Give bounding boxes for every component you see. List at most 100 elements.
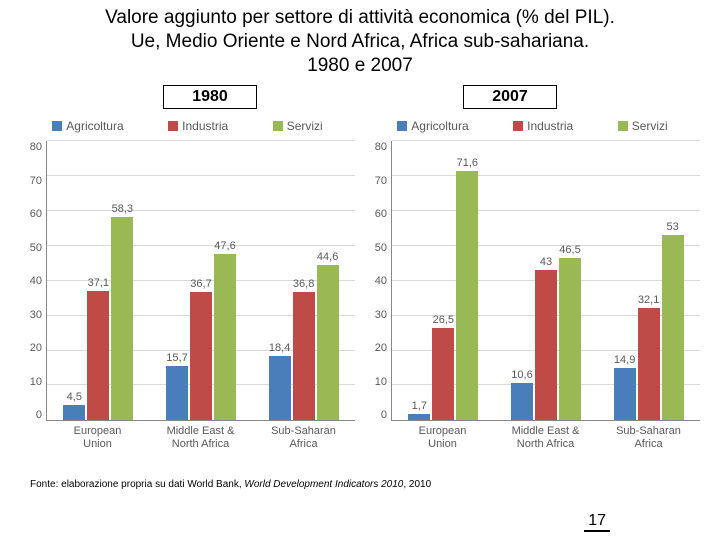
- y-tick-label: 60: [20, 208, 42, 220]
- source-footnote: Fonte: elaborazione propria su dati Worl…: [0, 451, 720, 490]
- legend-swatch: [513, 121, 523, 131]
- x-tick-label: Middle East &North Africa: [161, 425, 241, 450]
- footnote-suffix: , 2010: [403, 479, 431, 490]
- bar: 43: [535, 270, 557, 420]
- legend-swatch: [397, 121, 407, 131]
- charts-container: Agricoltura Industria Servizi 80 70 60 50 40 30 2…: [0, 115, 720, 450]
- bar-value-label: 36,8: [293, 278, 314, 290]
- x-tick-label: Middle East &North Africa: [506, 425, 586, 450]
- y-tick-label: 20: [365, 342, 387, 354]
- y-tick-label: 30: [20, 309, 42, 321]
- x-axis: EuropeanUnion Middle East &North Africa Su…: [20, 421, 355, 450]
- bar: 10,6: [511, 383, 533, 420]
- legend-swatch: [618, 121, 628, 131]
- legend-item: Servizi: [618, 119, 668, 133]
- bar-value-label: 18,4: [269, 342, 290, 354]
- bar-value-label: 58,3: [112, 203, 133, 215]
- title-line: Ue, Medio Oriente e Nord Africa, Africa …: [30, 30, 690, 54]
- chart-legend: Agricoltura Industria Servizi: [20, 115, 355, 141]
- y-tick-label: 60: [365, 208, 387, 220]
- bar-value-label: 44,6: [317, 251, 338, 263]
- plot-area: 807060504030201001,726,571,610,64346,514…: [365, 141, 700, 421]
- legend-label: Industria: [182, 119, 228, 133]
- legend-label: Agricoltura: [411, 119, 468, 133]
- bar-chart: AgricolturaIndustriaServizi8070605040302…: [365, 115, 700, 450]
- legend-label: Industria: [527, 119, 573, 133]
- bar: 44,6: [317, 265, 339, 421]
- bar-groups: 1,726,571,610,64346,514,932,153: [392, 141, 700, 420]
- year-label-left: 1980: [163, 85, 257, 109]
- legend-swatch: [168, 121, 178, 131]
- bar: 36,8: [293, 292, 315, 420]
- bar-group: 10,64346,5: [511, 141, 581, 420]
- y-tick-label: 80: [20, 141, 42, 153]
- bar-groups: 4,537,158,315,736,747,618,436,844,6: [47, 141, 355, 420]
- y-axis: 80706050403020100: [365, 141, 391, 421]
- plot-area: 807060504030201004,537,158,315,736,747,6…: [20, 141, 355, 421]
- bar-group: 14,932,153: [614, 141, 684, 420]
- legend-item: Agricoltura: [52, 119, 123, 133]
- bar-value-label: 36,7: [190, 278, 211, 290]
- bar: 32,1: [638, 308, 660, 420]
- y-axis: 80706050403020100: [20, 141, 46, 421]
- x-tick-label: EuropeanUnion: [58, 425, 138, 450]
- bar-value-label: 1,7: [412, 400, 427, 412]
- bar-value-label: 53: [667, 221, 679, 233]
- legend-label: Agricoltura: [66, 119, 123, 133]
- bar: 53: [662, 235, 684, 420]
- y-tick-label: 40: [365, 275, 387, 287]
- bar-value-label: 14,9: [614, 354, 635, 366]
- bar: 14,9: [614, 368, 636, 420]
- legend-swatch: [52, 121, 62, 131]
- bar: 36,7: [190, 292, 212, 420]
- bar-value-label: 47,6: [214, 240, 235, 252]
- legend-swatch: [273, 121, 283, 131]
- legend-item: Servizi: [273, 119, 323, 133]
- y-tick-label: 50: [365, 242, 387, 254]
- plot: 1,726,571,610,64346,514,932,153: [391, 141, 700, 421]
- bar-chart: AgricolturaIndustriaServizi8070605040302…: [20, 115, 355, 450]
- bar-value-label: 71,6: [457, 157, 478, 169]
- bar: 15,7: [166, 366, 188, 421]
- legend-item: Industria: [168, 119, 228, 133]
- legend-label: Servizi: [632, 119, 668, 133]
- bar: 4,5: [63, 405, 85, 421]
- page-number: 17: [584, 512, 610, 532]
- bar: 58,3: [111, 217, 133, 420]
- y-tick-label: 50: [20, 242, 42, 254]
- y-tick-label: 20: [20, 342, 42, 354]
- y-tick-label: 0: [20, 409, 42, 421]
- bar: 26,5: [432, 328, 454, 420]
- slide-title: Valore aggiunto per settore di attività …: [0, 0, 720, 81]
- x-axis: EuropeanUnion Middle East &North Africa Su…: [365, 421, 700, 450]
- bar: 18,4: [269, 356, 291, 420]
- title-line: 1980 e 2007: [30, 54, 690, 78]
- bar: 37,1: [87, 291, 109, 420]
- bar-group: 1,726,571,6: [408, 141, 478, 420]
- x-tick-label: Sub-SaharanAfrica: [609, 425, 689, 450]
- plot: 4,537,158,315,736,747,618,436,844,6: [46, 141, 355, 421]
- bar-value-label: 15,7: [166, 352, 187, 364]
- y-tick-label: 30: [365, 309, 387, 321]
- year-label-right: 2007: [463, 85, 557, 109]
- y-tick-label: 70: [365, 175, 387, 187]
- bar-value-label: 10,6: [511, 369, 532, 381]
- bar-value-label: 46,5: [559, 244, 580, 256]
- bar: 46,5: [559, 258, 581, 420]
- bar: 71,6: [456, 171, 478, 421]
- year-labels-row: 1980 2007: [0, 81, 720, 115]
- bar: 1,7: [408, 414, 430, 420]
- x-tick-label: Sub-SaharanAfrica: [264, 425, 344, 450]
- x-tick-label: EuropeanUnion: [403, 425, 483, 450]
- bar-group: 18,436,844,6: [269, 141, 339, 420]
- legend-item: Industria: [513, 119, 573, 133]
- footnote-prefix: Fonte: elaborazione propria su dati Worl…: [30, 479, 244, 490]
- bar-value-label: 43: [540, 256, 552, 268]
- bar: 47,6: [214, 254, 236, 420]
- y-tick-label: 40: [20, 275, 42, 287]
- title-line: Valore aggiunto per settore di attività …: [30, 6, 690, 30]
- bar-value-label: 37,1: [88, 277, 109, 289]
- y-tick-label: 10: [20, 376, 42, 388]
- bar-value-label: 26,5: [433, 314, 454, 326]
- legend-label: Servizi: [287, 119, 323, 133]
